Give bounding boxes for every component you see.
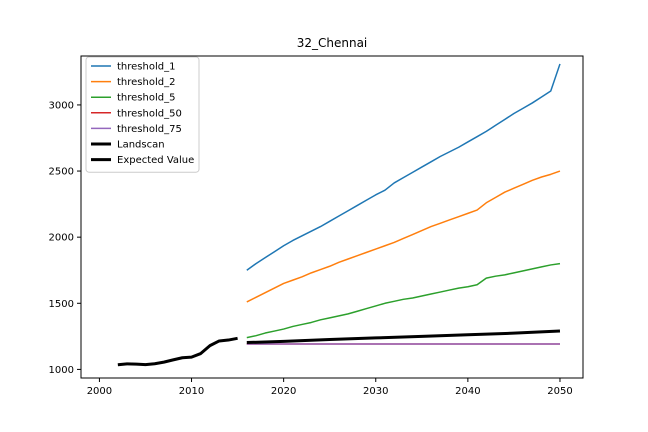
legend-frame xyxy=(85,56,200,173)
chart-title: 32_Chennai xyxy=(297,36,368,50)
x-tick-label: 2010 xyxy=(179,386,204,397)
legend-label-threshold-1: threshold_1 xyxy=(117,62,175,73)
x-tick-label: 2020 xyxy=(271,386,296,397)
legend: threshold_1 threshold_2 threshold_5thresho… xyxy=(85,56,200,173)
x-tick-label: 2050 xyxy=(547,386,572,397)
series-line-threshold-2 xyxy=(246,170,561,303)
legend-label-threshold-5: threshold_5 xyxy=(117,93,175,104)
legend-label-threshold-75: threshold_75 xyxy=(117,124,182,135)
axes-frame xyxy=(80,55,584,379)
ticks-layer: 2000 2010 2020 2030 2040 2050 1000 1500 2000 2500… xyxy=(49,100,573,397)
x-tick-label: 2000 xyxy=(87,386,112,397)
legend-label-threshold-2: threshold_2 xyxy=(117,77,175,88)
series-line-landscan xyxy=(117,336,238,367)
series-line-expected-value xyxy=(246,329,561,345)
series-layer xyxy=(117,63,561,367)
series-line-threshold-5 xyxy=(246,262,561,339)
x-tick-label: 2040 xyxy=(455,386,480,397)
series-line-threshold-1 xyxy=(246,63,561,271)
y-tick-label: 1000 xyxy=(49,365,74,376)
y-tick-label: 2000 xyxy=(49,233,74,244)
y-tick-label: 2500 xyxy=(49,167,74,178)
legend-label-landscan: Landscan xyxy=(117,140,165,151)
y-tick-label: 3000 xyxy=(49,100,74,111)
legend-label-expected-value: Expected Value xyxy=(117,155,194,166)
legend-label-threshold-50: threshold_50 xyxy=(117,108,182,119)
x-tick-label: 2030 xyxy=(363,386,388,397)
y-tick-label: 1500 xyxy=(49,299,74,310)
